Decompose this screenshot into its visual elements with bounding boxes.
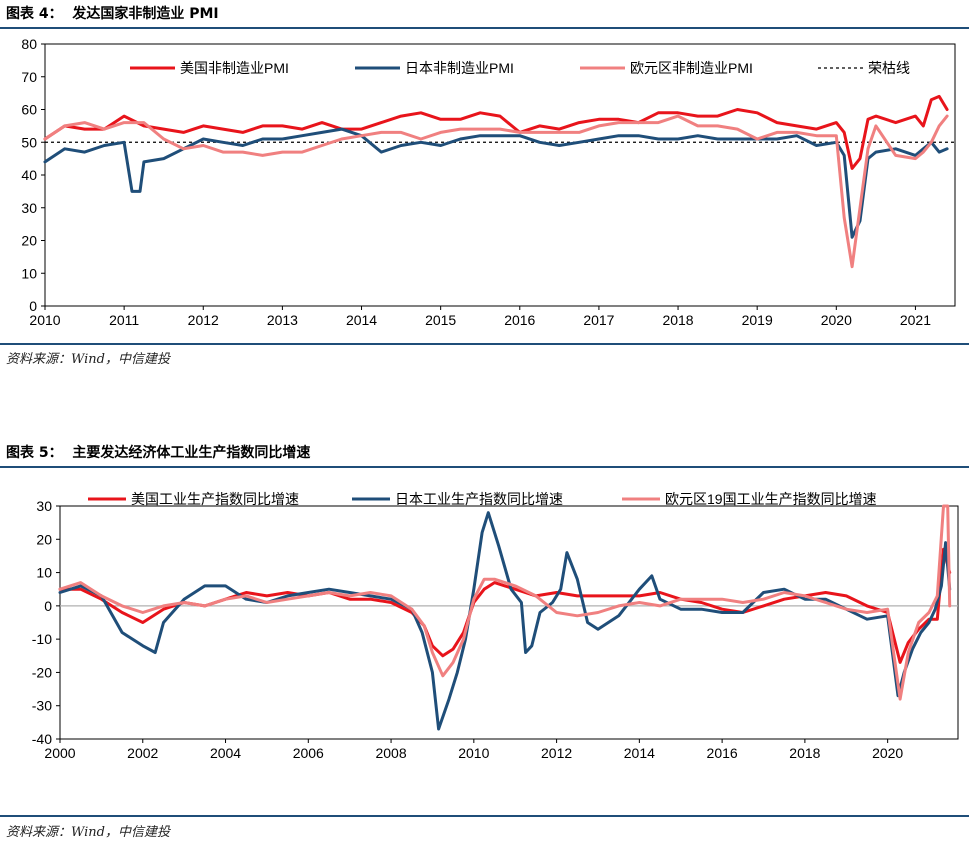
chart4-y-tick-label: 10 xyxy=(21,265,37,281)
chart4-x-tick-label: 2018 xyxy=(662,312,693,328)
chart4-x-tick-label: 2020 xyxy=(821,312,852,328)
chart4-legend-label-2: 日本非制造业PMI xyxy=(405,60,514,76)
chart4-y-tick-label: 60 xyxy=(21,102,37,118)
chart5-x-tick-label: 2008 xyxy=(375,745,406,761)
chart5-series-line-1 xyxy=(58,547,952,664)
chart4-plot-frame xyxy=(44,43,956,307)
chart4-y-tick-label: 70 xyxy=(21,69,37,85)
chart4-y-tick-label: 40 xyxy=(21,167,37,183)
chart4-x-tick-label: 2015 xyxy=(425,312,456,328)
chart4-y-tick-label: 50 xyxy=(21,134,37,150)
chart4-legend-label-1: 美国非制造业PMI xyxy=(180,60,289,76)
chart5-top-rule xyxy=(0,466,969,468)
chart4-legend-label-4: 荣枯线 xyxy=(868,60,910,76)
chart4-series-line-1 xyxy=(43,94,949,170)
chart5-x-tick-label: 2010 xyxy=(458,745,489,761)
chart4-y-tick-label: 20 xyxy=(21,233,37,249)
chart4-x-tick-label: 2010 xyxy=(29,312,60,328)
chart4-source: 资料来源：Wind，中信建投 xyxy=(6,352,170,367)
chart5-source: 资料来源：Wind，中信建投 xyxy=(6,825,170,840)
chart5-series-line-3 xyxy=(58,504,952,701)
chart5-legend-label-2: 日本工业生产指数同比增速 xyxy=(395,491,563,507)
chart4-bottom-rule xyxy=(0,343,969,345)
chart4-y-tick-label: 0 xyxy=(29,298,37,314)
chart5-x-tick-label: 2000 xyxy=(44,745,75,761)
chart5-svg: -40 -30 -20 -10 0 10 20 30 2000 2002 2004 2006 2008 2… xyxy=(32,491,959,761)
chart5-x-tick-label: 2014 xyxy=(624,745,655,761)
chart4-y-tick-label: 30 xyxy=(21,200,37,216)
chart5-x-tick-label: 2004 xyxy=(210,745,241,761)
chart5-y-tick-label: 0 xyxy=(44,598,52,614)
chart4-title: 图表 4： 发达国家非制造业 PMI xyxy=(6,6,219,22)
chart4-svg: 0 10 20 30 40 50 60 70 80 2010 2011 2012 2013 2014 201… xyxy=(21,36,956,328)
chart5-y-tick-label: 20 xyxy=(36,531,52,547)
chart5-y-tick-label: -40 xyxy=(32,731,52,747)
chart4-series-line-2 xyxy=(43,127,949,239)
chart5-y-tick-label: 10 xyxy=(36,565,52,581)
chart4-x-tick-label: 2013 xyxy=(267,312,298,328)
chart5-x-tick-label: 2020 xyxy=(872,745,903,761)
chart4-legend-label-3: 欧元区非制造业PMI xyxy=(630,60,753,76)
chart4-x-tick-label: 2014 xyxy=(346,312,377,328)
chart4-y-tick-label: 80 xyxy=(21,36,37,52)
chart5-legend-label-3: 欧元区19国工业生产指数同比增速 xyxy=(665,491,877,507)
chart5-x-tick-label: 2018 xyxy=(789,745,820,761)
chart4-x-tick-label: 2017 xyxy=(583,312,614,328)
chart4-x-tick-label: 2011 xyxy=(109,312,139,328)
chart4-x-tick-label: 2016 xyxy=(504,312,535,328)
chart5-y-tick-label: 30 xyxy=(36,498,52,514)
chart5-x-tick-label: 2016 xyxy=(707,745,738,761)
chart4-x-tick-label: 2012 xyxy=(188,312,219,328)
chart5-plot-frame xyxy=(59,505,959,740)
chart4-x-tick-label: 2021 xyxy=(900,312,931,328)
chart4-top-rule xyxy=(0,27,969,29)
chart5-legend-label-1: 美国工业生产指数同比增速 xyxy=(131,491,299,507)
chart5-y-tick-label: -20 xyxy=(32,664,52,680)
chart5-series-line-2 xyxy=(58,511,952,731)
chart4-x-tick-label: 2019 xyxy=(742,312,773,328)
chart5-y-tick-label: -10 xyxy=(32,631,52,647)
chart5-x-tick-label: 2006 xyxy=(293,745,324,761)
chart5-y-tick-label: -30 xyxy=(32,698,52,714)
chart5-x-tick-label: 2012 xyxy=(541,745,572,761)
chart4-series-line-3 xyxy=(43,114,949,269)
chart5-x-tick-label: 2002 xyxy=(127,745,158,761)
chart5-title: 图表 5： 主要发达经济体工业生产指数同比增速 xyxy=(6,445,311,461)
chart5-bottom-rule xyxy=(0,815,969,817)
